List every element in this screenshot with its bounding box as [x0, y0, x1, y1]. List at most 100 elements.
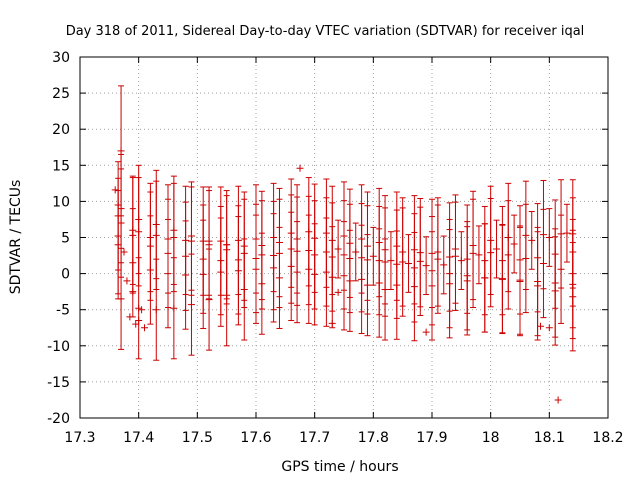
series-sat-track-6 — [117, 221, 389, 361]
y-tick-label: -10 — [47, 339, 70, 355]
data-point — [328, 319, 336, 327]
data-point — [334, 288, 342, 296]
data-point — [375, 257, 383, 265]
data-point — [117, 295, 125, 303]
data-point — [187, 237, 195, 245]
series-sat-track-1 — [114, 177, 577, 316]
data-point — [138, 306, 146, 314]
data-point — [340, 251, 348, 259]
data-point — [141, 324, 149, 332]
data-point — [146, 242, 154, 250]
y-tick-label: 25 — [52, 86, 70, 102]
x-tick-label: 17.9 — [416, 430, 447, 446]
data-point — [152, 306, 160, 314]
data-point — [258, 280, 266, 288]
x-tick-label: 17.8 — [358, 430, 389, 446]
plot-frame: 17.3 17.4 17.5 17.6 17.7 17.8 17.9 18 18.1 18.2 -2… — [47, 50, 623, 446]
data-point — [135, 228, 143, 236]
data-point — [305, 246, 313, 254]
data-point — [434, 255, 442, 263]
data-point — [311, 270, 319, 278]
y-axis-label: SDTVAR / TECUs — [8, 180, 24, 295]
data-point — [522, 254, 530, 262]
data-point — [551, 279, 559, 287]
data-point — [123, 277, 131, 285]
x-tick-label: 18.1 — [534, 430, 565, 446]
data-point — [293, 268, 301, 276]
data-point — [534, 278, 542, 286]
data-point — [287, 245, 295, 253]
data-point — [205, 241, 213, 249]
data-point — [457, 257, 465, 265]
x-tick-label: 18.2 — [592, 430, 623, 446]
data-point — [217, 257, 225, 265]
data-point — [387, 257, 395, 265]
series-sat-track-7 — [334, 203, 571, 296]
data-point — [410, 264, 418, 272]
data-point — [463, 272, 471, 280]
data-point — [170, 234, 178, 241]
y-tick-label: -20 — [47, 411, 70, 427]
data-point — [475, 251, 483, 259]
data-point — [187, 301, 195, 309]
data-point — [493, 245, 501, 253]
y-tick-label: 5 — [61, 231, 70, 247]
series-sat-track-5 — [114, 161, 577, 340]
data-point — [428, 267, 436, 275]
data-point — [252, 254, 260, 262]
data-point — [135, 304, 143, 312]
data-point — [487, 249, 495, 257]
data-point — [554, 396, 562, 404]
data-point — [346, 277, 354, 285]
series-sat-track-3 — [114, 190, 577, 352]
data-point — [334, 245, 342, 253]
data-point — [446, 270, 454, 278]
x-tick-label: 18 — [482, 430, 500, 446]
y-tick-label: -15 — [47, 375, 70, 391]
data-point — [322, 248, 330, 256]
data-point — [405, 259, 413, 267]
y-tick-label: 10 — [52, 194, 70, 210]
data-point — [358, 254, 366, 262]
data-point — [563, 229, 571, 237]
data-point — [117, 219, 125, 227]
data-point — [528, 236, 536, 244]
data-point — [182, 252, 190, 260]
data-point — [469, 249, 477, 257]
plot-border — [79, 56, 609, 419]
data-point — [539, 259, 547, 267]
data-point — [545, 324, 553, 332]
x-tick-label: 17.4 — [123, 430, 154, 446]
data-point — [117, 147, 125, 155]
data-point — [129, 288, 137, 296]
data-point — [537, 322, 545, 330]
data-point — [114, 201, 122, 209]
data-point — [270, 252, 278, 260]
data-point — [393, 260, 401, 268]
y-tick-label: 0 — [61, 267, 70, 283]
chart-title: Day 318 of 2011, Sidereal Day-to-day VTE… — [66, 24, 585, 39]
series-sat-track-4 — [117, 168, 577, 329]
data-point — [416, 257, 424, 265]
data-point — [516, 276, 524, 284]
x-tick-label: 17.6 — [240, 430, 271, 446]
data-point — [510, 240, 518, 248]
series-outliers — [111, 85, 562, 404]
data-point — [363, 281, 371, 289]
data-point — [498, 275, 506, 283]
data-point — [135, 317, 143, 325]
data-point — [164, 249, 172, 257]
data-point — [199, 255, 207, 263]
data-point — [422, 328, 430, 336]
y-tick-label: 15 — [52, 158, 70, 174]
x-tick-label: 17.3 — [64, 430, 95, 446]
data-point — [328, 273, 336, 281]
data-point — [352, 248, 360, 256]
data-point — [240, 285, 248, 293]
data-point — [296, 164, 304, 172]
data-series — [111, 85, 577, 404]
data-point — [111, 186, 119, 194]
x-tick-label: 17.5 — [182, 430, 213, 446]
data-point — [205, 296, 213, 304]
